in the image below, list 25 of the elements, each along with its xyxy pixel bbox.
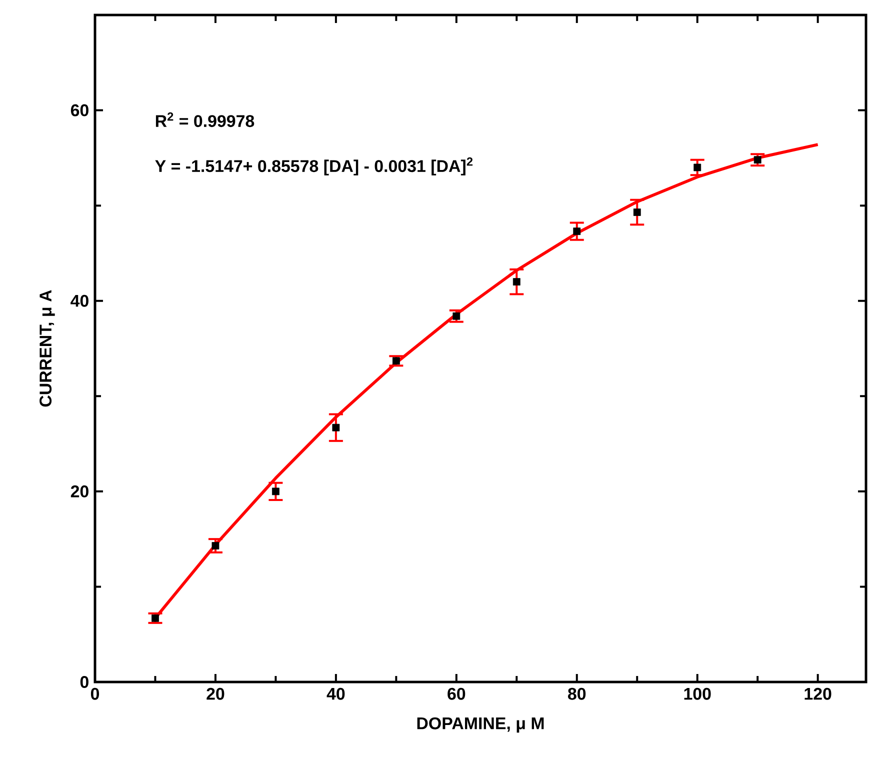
- point: [392, 357, 400, 365]
- annotation: R$^{2}$ = 0.99978: [156, 112, 254, 128]
- point: [212, 542, 220, 550]
- point: [573, 228, 581, 235]
- x-tick-label: 40: [326, 688, 345, 700]
- point: [754, 156, 762, 164]
- y-tick-label: 20: [70, 485, 88, 498]
- point: [633, 208, 641, 216]
- point: [512, 278, 520, 286]
- x-tick-label: 100: [684, 688, 711, 700]
- x-tick-label: 20: [206, 688, 224, 700]
- point: [272, 488, 280, 496]
- annotation: Y = -1.5147+ 0.85578 [DA] - 0.0031 [DA]$^{2}$: [155, 157, 473, 176]
- x-tick-label: 120: [804, 688, 832, 700]
- point: [332, 424, 340, 432]
- x-tick-label: 0: [90, 688, 100, 700]
- x-axis-title: DOPAMINE, μ M: [417, 717, 544, 733]
- x-tick-label: 80: [568, 688, 586, 700]
- y-axis-title: CURRENT, μ A: [40, 290, 55, 407]
- y-tick-label: 40: [70, 294, 88, 307]
- y-tick-label: 60: [70, 104, 88, 116]
- y-tick-label: 0: [80, 676, 88, 688]
- point: [452, 312, 460, 320]
- x-tick-label: 60: [448, 688, 466, 700]
- point: [694, 164, 702, 172]
